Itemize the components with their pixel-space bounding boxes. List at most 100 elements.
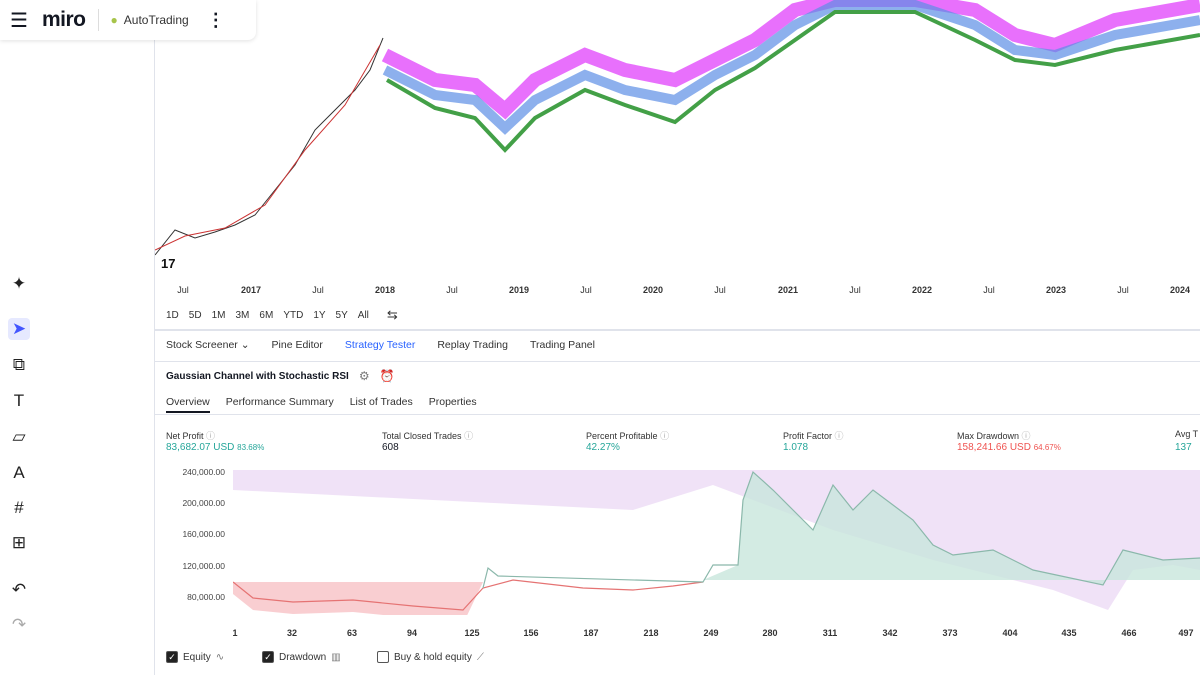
- x-label: 404: [1002, 628, 1018, 638]
- x-label: 373: [942, 628, 958, 638]
- time-tick: Jul: [714, 285, 726, 295]
- time-tick: 2023: [1045, 285, 1067, 295]
- add-icon[interactable]: ⊞: [11, 533, 27, 552]
- time-tick: 2018: [374, 285, 396, 295]
- range-6m[interactable]: 6M: [259, 309, 274, 321]
- alert-icon[interactable]: ⏰: [379, 369, 395, 383]
- x-label: 466: [1121, 628, 1137, 638]
- legend-label: Buy & hold equity: [394, 651, 472, 663]
- range-ytd[interactable]: YTD: [283, 309, 304, 321]
- range-all[interactable]: All: [357, 309, 369, 321]
- label-text: Net Profit: [166, 431, 204, 441]
- tab-pine-editor[interactable]: Pine Editor: [271, 339, 323, 351]
- info-icon[interactable]: ⓘ: [834, 431, 844, 441]
- text-icon[interactable]: T: [13, 391, 25, 410]
- range-5d[interactable]: 5D: [188, 309, 202, 321]
- range-1d[interactable]: 1D: [166, 309, 179, 321]
- x-label: 435: [1061, 628, 1077, 638]
- date-range-icon[interactable]: ⇆: [386, 307, 398, 322]
- info-icon[interactable]: ⓘ: [464, 431, 474, 441]
- tab-label: Stock Screener: [166, 339, 238, 351]
- info-icon[interactable]: ⓘ: [1021, 431, 1031, 441]
- subtab-performance-summary[interactable]: Performance Summary: [225, 396, 334, 408]
- range-1y[interactable]: 1Y: [313, 309, 326, 321]
- sub-tabs: Overview Performance Summary List of Tra…: [166, 396, 477, 413]
- legend-drawdown[interactable]: ✓ Drawdown ▥: [262, 651, 341, 663]
- legend-buy-hold[interactable]: Buy & hold equity ⟋: [377, 651, 484, 663]
- chevron-down-icon: ⌄: [240, 339, 250, 351]
- x-label: 187: [583, 628, 599, 638]
- cursor-icon[interactable]: ➤: [8, 318, 30, 340]
- metric-label: Percent Profitable ⓘ: [586, 429, 669, 442]
- frame-icon[interactable]: #: [14, 498, 24, 517]
- sparkle-icon[interactable]: ✦: [11, 274, 27, 293]
- time-tick: Jul: [312, 285, 324, 295]
- checkbox-checked-icon[interactable]: ✓: [262, 651, 274, 663]
- metric-label: Total Closed Trades ⓘ: [382, 429, 473, 442]
- equity-line: [482, 470, 1200, 589]
- price-chart[interactable]: 17: [155, 0, 1200, 280]
- redo-icon[interactable]: ↷: [11, 615, 27, 634]
- metric-label: Profit Factor ⓘ: [783, 429, 844, 442]
- tab-trading-panel[interactable]: Trading Panel: [529, 339, 595, 351]
- time-tick: 2017: [240, 285, 262, 295]
- panel-tabs: Stock Screener ⌄ Pine Editor Strategy Te…: [166, 339, 595, 351]
- info-icon[interactable]: ⓘ: [206, 431, 216, 441]
- x-label: 156: [523, 628, 539, 638]
- percent-profitable-value: 42.27%: [586, 442, 620, 453]
- max-drawdown-value: 158,241.66 USD 64.67%: [957, 442, 1061, 453]
- equity-chart[interactable]: [233, 470, 1200, 615]
- shapes-icon[interactable]: ⧉: [12, 355, 26, 374]
- board-icon: ●: [110, 13, 118, 27]
- total-trades-value: 608: [382, 442, 399, 453]
- range-selector: 1D 5D 1M 3M 6M YTD 1Y 5Y All ⇆: [166, 307, 398, 323]
- metric-label: Net Profit ⓘ: [166, 429, 215, 442]
- label-text: Percent Profitable: [586, 431, 658, 441]
- metric-label: Max Drawdown ⓘ: [957, 429, 1031, 442]
- info-icon[interactable]: ⓘ: [660, 431, 670, 441]
- equity-line: [233, 579, 704, 611]
- sticky-note-icon[interactable]: ▱: [12, 427, 26, 446]
- range-5y[interactable]: 5Y: [335, 309, 348, 321]
- subtab-overview[interactable]: Overview: [166, 396, 210, 413]
- drawdown-area: [233, 470, 1200, 610]
- label-text: Max Drawdown: [957, 431, 1020, 441]
- subtab-properties[interactable]: Properties: [428, 396, 477, 408]
- bar-chart-icon: ▥: [331, 651, 341, 663]
- metric-label: Avg T: [1175, 429, 1199, 439]
- undo-icon[interactable]: ↶: [11, 580, 27, 599]
- time-tick: Jul: [983, 285, 995, 295]
- legend-equity[interactable]: ✓ Equity ∿: [166, 651, 224, 663]
- time-tick: 2019: [508, 285, 530, 295]
- label-text: Profit Factor: [783, 431, 833, 441]
- tab-strategy-tester[interactable]: Strategy Tester: [344, 339, 416, 351]
- equity-profit-area: [703, 472, 1200, 585]
- checkbox-checked-icon[interactable]: ✓: [166, 651, 178, 663]
- range-3m[interactable]: 3M: [235, 309, 250, 321]
- range-1m[interactable]: 1M: [211, 309, 226, 321]
- time-tick: Jul: [849, 285, 861, 295]
- channel-lower: [385, 10, 1200, 153]
- divider: [155, 414, 1200, 415]
- x-label: 249: [703, 628, 719, 638]
- x-label: 218: [643, 628, 659, 638]
- tab-stock-screener[interactable]: Stock Screener ⌄: [166, 339, 250, 351]
- pct-text: 83.68%: [237, 443, 265, 452]
- label-text: Total Closed Trades: [382, 431, 462, 441]
- hamburger-icon[interactable]: ☰: [10, 9, 28, 32]
- strategy-title-row: Gaussian Channel with Stochastic RSI ⚙ ⏰: [166, 369, 395, 383]
- checkbox-unchecked-icon[interactable]: [377, 651, 389, 663]
- kebab-icon[interactable]: ⋮: [206, 9, 225, 30]
- subtab-list-of-trades[interactable]: List of Trades: [349, 396, 413, 408]
- settings-icon[interactable]: ⚙: [358, 369, 370, 383]
- divider: [155, 361, 1200, 362]
- tab-replay-trading[interactable]: Replay Trading: [437, 339, 508, 351]
- x-label: 63: [346, 628, 358, 638]
- y-label: 240,000.00: [182, 467, 225, 477]
- time-tick: Jul: [580, 285, 592, 295]
- board-name[interactable]: AutoTrading: [123, 13, 189, 27]
- pen-icon[interactable]: A: [13, 463, 25, 482]
- y-label: 200,000.00: [182, 498, 225, 508]
- miro-logo[interactable]: miro: [42, 8, 86, 31]
- price-line: [155, 37, 384, 256]
